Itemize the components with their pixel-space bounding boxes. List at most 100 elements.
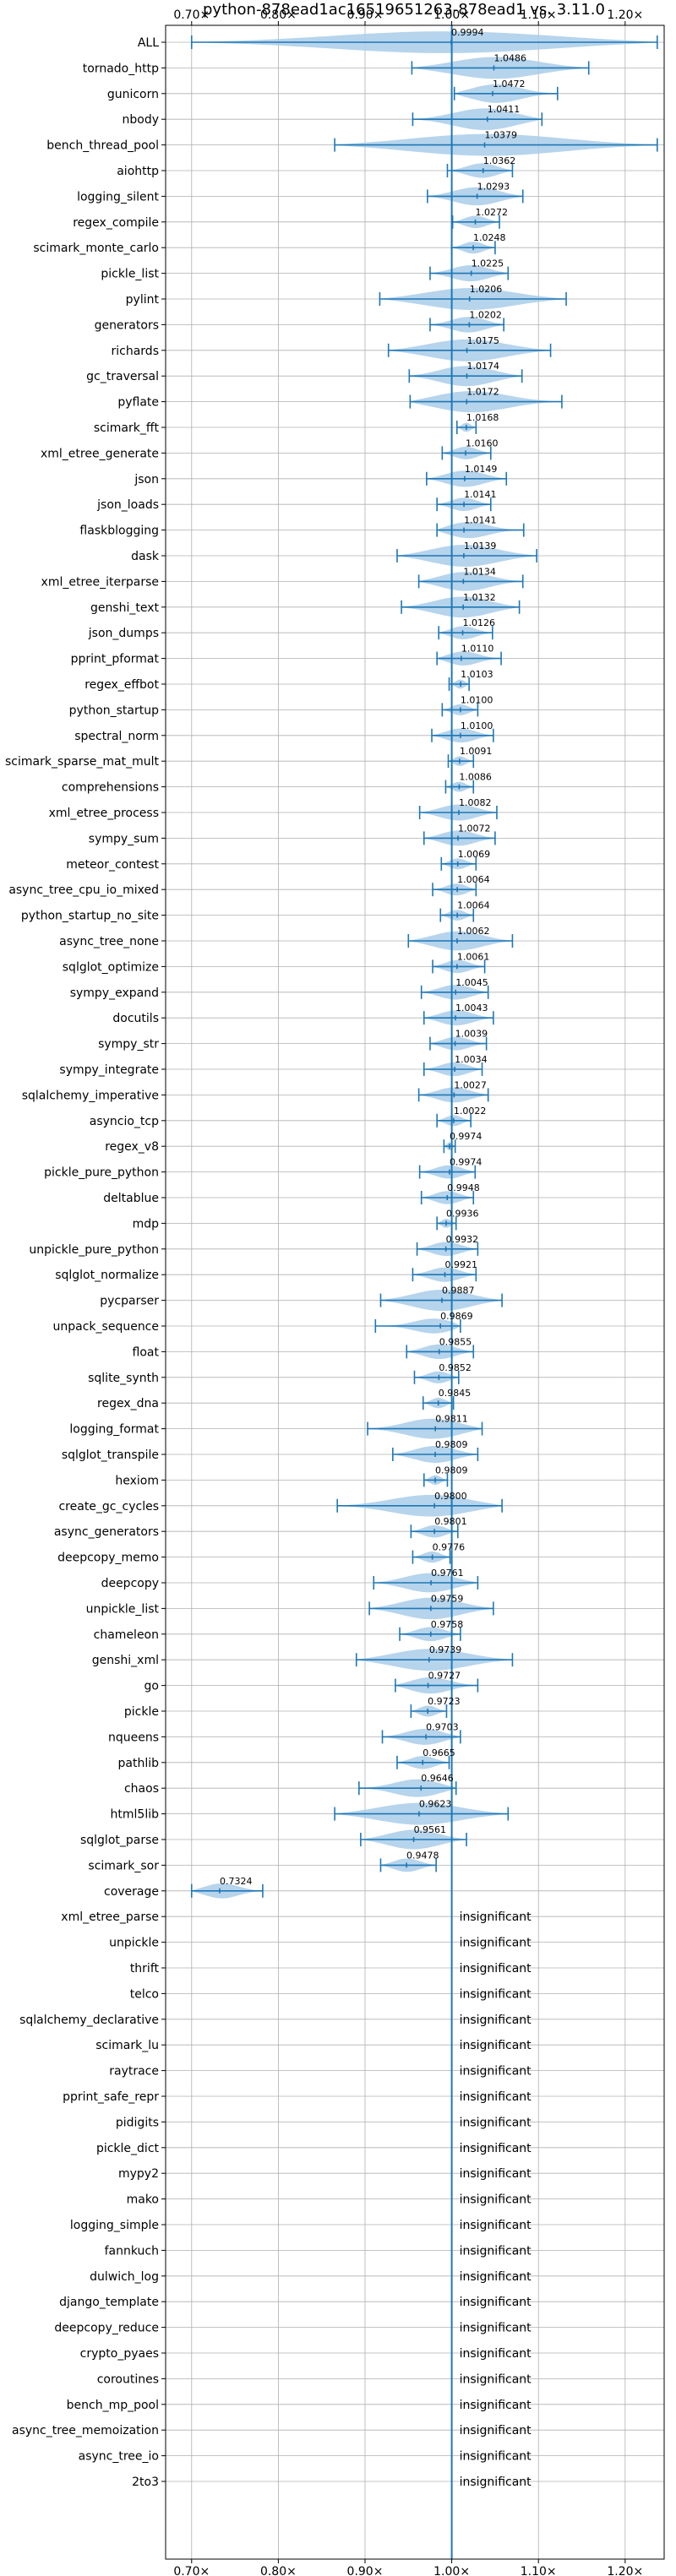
category-label: flaskblogging (79, 524, 159, 538)
category-label: docutils (112, 1012, 159, 1025)
category-label: sqlglot_transpile (62, 1448, 159, 1462)
mean-value-label: 1.0100 (461, 694, 493, 705)
category-label: gunicorn (107, 88, 159, 101)
category-label: nqueens (108, 1731, 159, 1744)
insignificant-label: insignificant (460, 2322, 532, 2335)
x-tick-label-bottom: 1.20× (607, 2565, 643, 2576)
insignificant-label: insignificant (460, 2167, 532, 2181)
mean-value-label: 1.0160 (466, 437, 499, 448)
x-tick-label-bottom: 1.10× (521, 2565, 557, 2576)
mean-value-label: 1.0168 (466, 412, 499, 423)
mean-value-label: 1.0139 (464, 541, 497, 552)
category-label: genshi_xml (92, 1654, 159, 1667)
category-label: html5lib (111, 1808, 160, 1822)
category-label: regex_effbot (84, 678, 159, 692)
category-label: chaos (124, 1782, 159, 1796)
category-label: unpack_sequence (53, 1320, 159, 1334)
insignificant-label: insignificant (460, 2090, 532, 2104)
category-label: comprehensions (62, 781, 159, 795)
mean-value-label: 1.0064 (457, 900, 490, 911)
mean-value-label: 1.0141 (464, 515, 497, 526)
mean-value-label: 0.9948 (447, 1182, 480, 1193)
category-label: xml_etree_process (49, 807, 159, 820)
category-label: tornado_http (83, 62, 159, 75)
category-label: sqlalchemy_imperative (22, 1089, 159, 1102)
mean-value-label: 0.9809 (435, 1439, 468, 1450)
category-label: gc_traversal (86, 370, 159, 383)
category-label: sympy_sum (89, 832, 159, 845)
mean-value-label: 0.9646 (421, 1773, 454, 1784)
mean-value-label: 0.9974 (450, 1131, 482, 1142)
category-label: dulwich_log (90, 2270, 159, 2284)
mean-value-label: 1.0043 (455, 1003, 488, 1014)
category-label: logging_silent (77, 190, 159, 204)
mean-value-label: 0.9974 (450, 1157, 482, 1168)
mean-value-label: 0.9994 (451, 27, 484, 38)
insignificant-label: insignificant (460, 1910, 532, 1924)
category-label: unpickle_list (86, 1602, 160, 1616)
category-label: async_generators (54, 1525, 159, 1539)
insignificant-label: insignificant (460, 2014, 532, 2027)
category-label: async_tree_memoization (12, 2424, 159, 2437)
mean-value-label: 1.0061 (457, 951, 490, 962)
category-label: python_startup_no_site (21, 910, 159, 923)
category-label: pidigits (116, 2116, 159, 2129)
mean-value-label: 1.0045 (455, 977, 488, 988)
mean-value-label: 1.0039 (455, 1029, 488, 1040)
mean-value-label: 1.0293 (477, 181, 510, 192)
category-label: regex_compile (73, 216, 159, 230)
mean-value-label: 1.0175 (467, 335, 500, 346)
mean-value-label: 1.0110 (461, 644, 494, 655)
category-label: async_tree_cpu_io_mixed (8, 883, 159, 897)
mean-value-label: 1.0132 (463, 592, 496, 603)
category-label: pickle_list (101, 268, 159, 281)
mean-value-label: 1.0134 (463, 566, 496, 577)
category-label: deepcopy_reduce (54, 2322, 159, 2335)
mean-value-label: 0.9561 (414, 1824, 447, 1835)
mean-value-label: 1.0086 (459, 772, 492, 783)
mean-value-label: 1.0362 (483, 155, 516, 166)
category-label: hexiom (115, 1474, 159, 1487)
mean-value-label: 0.9727 (428, 1671, 461, 1682)
mean-value-label: 1.0091 (460, 746, 493, 757)
category-label: mypy2 (118, 2167, 159, 2181)
category-label: python_startup (69, 704, 159, 717)
category-label: xml_etree_parse (61, 1910, 159, 1924)
mean-value-label: 1.0202 (469, 309, 502, 320)
category-label: crypto_pyaes (80, 2347, 159, 2361)
category-label: mako (127, 2193, 159, 2207)
category-label: sqlglot_normalize (55, 1269, 159, 1282)
category-label: pickle_pure_python (44, 1166, 159, 1180)
category-label: genshi_text (90, 601, 160, 615)
x-tick-label-bottom: 0.70× (173, 2565, 210, 2576)
mean-value-label: 0.9852 (439, 1362, 472, 1373)
mean-value-label: 1.0174 (466, 361, 499, 372)
category-label: xml_etree_generate (41, 447, 159, 460)
category-label: logging_format (69, 1423, 159, 1437)
x-tick-label-top: 1.00× (433, 8, 470, 22)
mean-value-label: 1.0034 (455, 1054, 488, 1065)
category-label: meteor_contest (66, 858, 159, 872)
mean-value-label: 0.9800 (434, 1491, 467, 1502)
insignificant-label: insignificant (460, 2296, 532, 2309)
category-label: create_gc_cycles (58, 1500, 159, 1514)
category-label: 2to3 (132, 2475, 159, 2489)
x-tick-label-bottom: 0.90× (347, 2565, 384, 2576)
category-label: logging_simple (70, 2219, 159, 2232)
mean-value-label: 1.0272 (476, 207, 509, 218)
category-label: unpickle (109, 1937, 159, 1950)
x-tick-label-top: 0.70× (173, 8, 210, 22)
mean-value-label: 0.9665 (422, 1747, 455, 1758)
category-label: float (133, 1345, 160, 1359)
category-label: mdp (133, 1217, 160, 1231)
mean-value-label: 1.0100 (461, 720, 493, 731)
mean-value-label: 1.0411 (488, 104, 521, 115)
mean-value-label: 0.9703 (426, 1721, 459, 1732)
category-label: scimark_sor (88, 1859, 159, 1872)
insignificant-label: insignificant (460, 2193, 532, 2207)
category-label: pathlib (118, 1757, 160, 1770)
insignificant-label: insignificant (460, 2039, 532, 2052)
category-label: scimark_monte_carlo (33, 242, 159, 255)
violins (191, 31, 657, 1899)
